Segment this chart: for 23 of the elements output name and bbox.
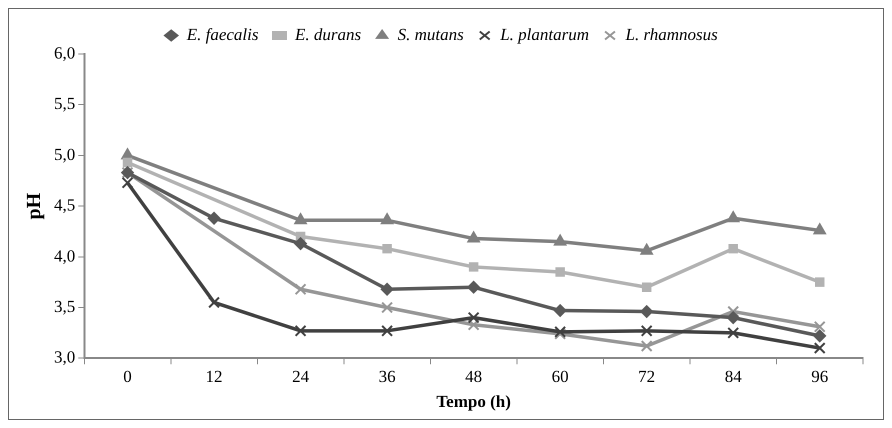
legend-label: E. faecalis [186,24,259,44]
y-axis-title: pH [23,192,46,220]
x-tick-label: 24 [292,366,310,386]
x-tick-label: 72 [638,366,656,386]
y-tick-label: 3,0 [54,348,76,367]
x-tick-label: 36 [378,366,396,386]
x-tick-label: 12 [206,366,223,386]
x-tick-label: 84 [724,366,742,386]
y-tick-label: 5,5 [54,94,76,114]
x-tick-label: 96 [811,366,828,386]
legend-label: E. durans [294,24,362,44]
x-tick-label: 0 [123,366,132,386]
legend-label: L. rhamnosus [624,24,718,44]
y-tick-label: 6,0 [54,43,76,62]
y-tick-label: 4,5 [54,196,76,215]
x-tick-label: 60 [552,366,569,386]
legend-label: S. mutans [398,24,464,44]
y-tick-label: 4,0 [54,246,76,266]
x-axis-title: Tempo (h) [436,392,511,412]
y-tick-label: 3,5 [54,296,76,316]
x-tick-label: 48 [465,366,482,386]
legend-label: L. plantarum [499,24,590,44]
y-tick-label: 5,0 [54,144,76,164]
